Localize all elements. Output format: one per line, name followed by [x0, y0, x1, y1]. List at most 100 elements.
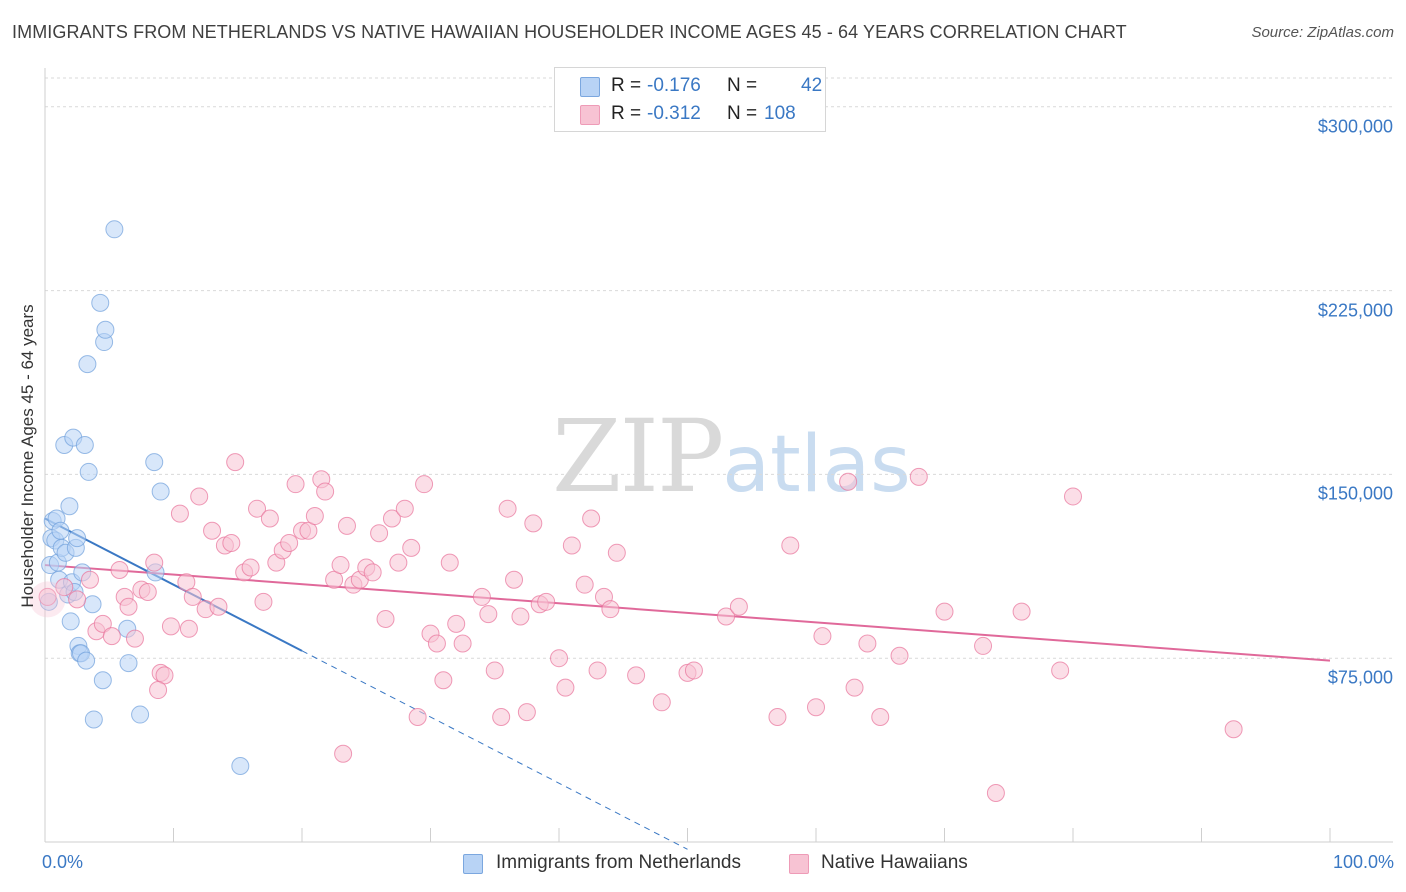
point-netherlands	[79, 462, 98, 481]
point-hawaiian	[125, 629, 144, 648]
point-hawaiian	[601, 600, 620, 619]
point-hawaiian	[363, 563, 382, 582]
point-hawaiian	[93, 614, 112, 633]
point-hawaiian	[986, 783, 1005, 802]
point-hawaiian	[286, 475, 305, 494]
point-hawaiian	[389, 553, 408, 572]
point-netherlands	[105, 220, 124, 239]
point-hawaiian	[537, 592, 556, 611]
point-hawaiian	[38, 587, 57, 606]
point-netherlands	[68, 529, 87, 548]
point-hawaiian	[402, 538, 421, 557]
point-hawaiian	[110, 560, 129, 579]
point-netherlands	[84, 710, 103, 729]
pink-swatch-icon	[789, 854, 809, 874]
point-netherlands	[96, 320, 115, 339]
point-hawaiian	[890, 646, 909, 665]
point-hawaiian	[68, 590, 87, 609]
point-hawaiian	[588, 661, 607, 680]
point-hawaiian	[858, 634, 877, 653]
point-hawaiian	[138, 583, 157, 602]
point-netherlands	[231, 757, 250, 776]
point-hawaiian	[440, 553, 459, 572]
y-tick-label-300000: $300,000	[1317, 116, 1393, 137]
point-hawaiian	[119, 597, 138, 616]
point-hawaiian	[505, 570, 524, 589]
point-hawaiian	[170, 504, 189, 523]
point-hawaiian	[479, 605, 498, 624]
point-hawaiian	[382, 509, 401, 528]
point-netherlands	[145, 453, 164, 472]
point-hawaiian	[80, 570, 99, 589]
point-netherlands	[51, 521, 70, 540]
point-netherlands	[83, 595, 102, 614]
point-hawaiian	[909, 467, 928, 486]
point-netherlands	[93, 671, 112, 690]
point-hawaiian	[517, 703, 536, 722]
point-hawaiian	[334, 744, 353, 763]
stats-legend-row-netherlands: R = -0.176 N = 42	[555, 75, 825, 103]
point-hawaiian	[485, 661, 504, 680]
point-hawaiian	[190, 487, 209, 506]
point-hawaiian	[524, 514, 543, 533]
point-hawaiian	[222, 534, 241, 553]
point-hawaiian	[562, 536, 581, 555]
watermark-zip: ZIP	[552, 398, 724, 515]
y-tick-label-75000: $75,000	[1327, 667, 1393, 688]
point-hawaiian	[260, 509, 279, 528]
point-hawaiian	[447, 614, 466, 633]
point-hawaiian	[1224, 720, 1243, 739]
point-hawaiian	[813, 627, 832, 646]
point-hawaiian	[179, 619, 198, 638]
point-hawaiian	[935, 602, 954, 621]
watermark: ZIPatlas	[552, 398, 911, 515]
point-hawaiian	[305, 507, 324, 526]
point-hawaiian	[331, 556, 350, 575]
point-hawaiian	[652, 693, 671, 712]
point-hawaiian	[376, 609, 395, 628]
r-label: R =	[611, 75, 642, 96]
n-value: 42	[801, 75, 823, 96]
r-value: -0.176	[647, 75, 701, 96]
point-hawaiian	[280, 534, 299, 553]
chart-title: IMMIGRANTS FROM NETHERLANDS VS NATIVE HA…	[12, 22, 1127, 42]
point-hawaiian	[55, 578, 74, 597]
point-hawaiian	[492, 708, 511, 727]
x-tick-label-min: 0.0%	[42, 852, 84, 872]
trend-line-netherlands	[44, 517, 303, 652]
y-tick-label-150000: $150,000	[1317, 483, 1393, 504]
point-netherlands	[60, 497, 79, 516]
point-hawaiian	[768, 708, 787, 727]
axes	[44, 68, 1393, 843]
n-value: 108	[764, 103, 796, 124]
legend-label-netherlands: Immigrants from Netherlands	[496, 852, 741, 873]
point-hawaiian	[408, 708, 427, 727]
point-hawaiian	[316, 482, 335, 501]
pink-swatch-icon	[580, 105, 600, 125]
r-label: R =	[611, 103, 642, 124]
blue-swatch-icon	[580, 77, 600, 97]
point-hawaiian	[161, 617, 180, 636]
point-hawaiian	[427, 634, 446, 653]
n-label: N =	[727, 103, 758, 124]
point-hawaiian	[434, 671, 453, 690]
point-hawaiian	[370, 524, 389, 543]
watermark-atlas: atlas	[722, 420, 911, 510]
point-hawaiian	[1012, 602, 1031, 621]
trend-lines	[44, 517, 1331, 850]
point-hawaiian	[453, 634, 472, 653]
point-netherlands	[151, 482, 170, 501]
point-hawaiian	[209, 597, 228, 616]
y-tick-label-225000: $225,000	[1317, 300, 1393, 321]
stats-legend: R = -0.176 N = 42 R = -0.312 N = 108	[554, 67, 826, 132]
point-hawaiian	[203, 521, 222, 540]
x-tick-label-max: 100.0%	[1332, 852, 1394, 872]
point-netherlands	[119, 654, 138, 673]
point-hawaiian	[627, 666, 646, 685]
blue-swatch-icon	[463, 854, 483, 874]
point-hawaiian	[149, 681, 168, 700]
r-value: -0.312	[647, 103, 701, 124]
point-hawaiian	[717, 607, 736, 626]
point-netherlands	[91, 293, 110, 312]
